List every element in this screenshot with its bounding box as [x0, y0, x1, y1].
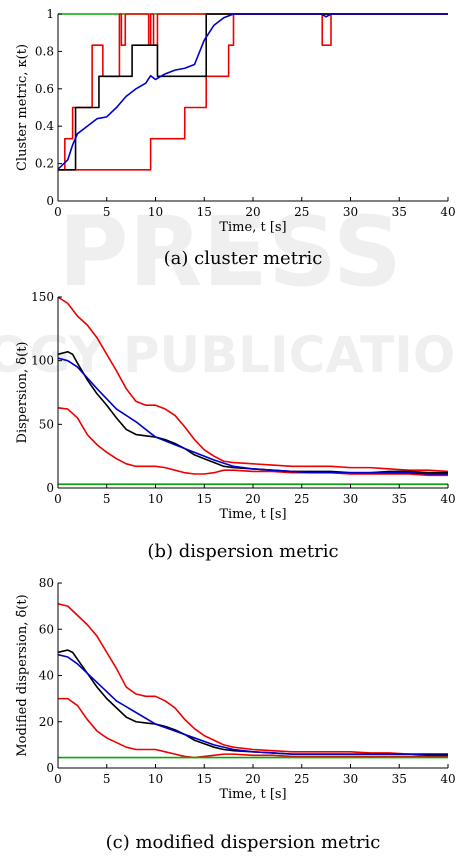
x-tick-label: 0: [54, 205, 62, 219]
x-tick-label: 35: [392, 205, 407, 219]
series-median: [58, 357, 448, 475]
y-tick-label: 0.6: [35, 82, 54, 96]
x-tick-label: 15: [197, 772, 212, 786]
x-tick-label: 15: [197, 205, 212, 219]
x-tick-label: 20: [245, 492, 260, 506]
y-tick-label: 60: [39, 622, 54, 636]
x-tick-label: 5: [103, 492, 111, 506]
series-median: [58, 13, 448, 170]
x-tick-label: 25: [294, 492, 309, 506]
watermark-line-1: PRESS: [58, 196, 402, 308]
y-tick-label: 80: [39, 576, 54, 590]
caption-b: (b) dispersion metric: [147, 541, 338, 562]
series-median: [58, 653, 448, 757]
dispersion-metric-chart: 0 5 10 15 20 25 30 35 40 0 50 100 150 Time, t [s] Disp…: [15, 290, 456, 522]
x-tick-label: 30: [343, 205, 358, 219]
series-group: [58, 296, 448, 485]
caption-c: (c) modified dispersion metric: [106, 832, 381, 853]
series-group: [58, 13, 448, 171]
watermark-line-2: OGY PUBLICATIONS: [0, 326, 457, 384]
x-axis-label: Time, t [s]: [219, 220, 286, 235]
x-tick-label: 40: [440, 205, 455, 219]
cluster-metric-chart: 0 5 10 15 20 25 30 35 40 0 0.2 0.4 0.6 0.8 1 Time, t [s…: [15, 7, 456, 235]
caption-a: (a) cluster metric: [164, 248, 323, 269]
x-tick-label: 0: [54, 492, 62, 506]
x-tick-label: 10: [148, 492, 163, 506]
y-tick-label: 0.2: [35, 157, 54, 171]
x-tick-label: 30: [343, 772, 358, 786]
x-tick-label: 15: [197, 492, 212, 506]
series-mean: [58, 13, 448, 171]
y-tick-label: 50: [39, 417, 54, 431]
y-tick-label: 0: [46, 194, 54, 208]
y-tick-label: 1: [46, 7, 54, 21]
x-axis-label: Time, t [s]: [219, 507, 286, 522]
y-axis-label: Modified dispersion, δ̃(t): [15, 594, 30, 756]
y-tick-label: 0.8: [35, 44, 54, 58]
x-tick-label: 35: [392, 492, 407, 506]
x-tick-label: 5: [103, 205, 111, 219]
y-tick-label: 100: [31, 354, 54, 368]
series-lower-bound: [58, 13, 448, 171]
y-tick-label: 0: [46, 481, 54, 495]
y-axis-label: Dispersion, δ(t): [15, 342, 30, 444]
x-tick-label: 30: [343, 492, 358, 506]
x-tick-label: 0: [54, 772, 62, 786]
series-upper-bound: [58, 296, 448, 473]
x-tick-label: 20: [245, 205, 260, 219]
x-tick-label: 25: [294, 205, 309, 219]
x-tick-label: 10: [148, 205, 163, 219]
y-axis-label: Cluster metric, κ(t): [15, 44, 30, 171]
series-upper-bound: [58, 603, 448, 755]
series-upper-bound: [58, 13, 448, 171]
x-tick-label: 35: [392, 772, 407, 786]
x-tick-label: 20: [245, 772, 260, 786]
y-tick-label: 0: [46, 761, 54, 775]
series-group: [58, 603, 448, 759]
watermark: PRESS OGY PUBLICATIONS: [0, 196, 457, 384]
y-tick-label: 20: [39, 715, 54, 729]
series-lower-bound: [58, 406, 448, 477]
y-tick-label: 40: [39, 669, 54, 683]
x-tick-label: 5: [103, 772, 111, 786]
x-axis-label: Time, t [s]: [219, 787, 286, 802]
x-tick-label: 40: [440, 492, 455, 506]
x-tick-label: 10: [148, 772, 163, 786]
y-tick-label: 0.4: [35, 119, 54, 133]
series-mean: [58, 649, 448, 755]
x-tick-label: 40: [440, 772, 455, 786]
modified-dispersion-metric-chart: 0 5 10 15 20 25 30 35 40 0 20 40 60 80 Time, t [s] Modi…: [15, 576, 456, 802]
x-tick-label: 25: [294, 772, 309, 786]
y-tick-label: 150: [31, 290, 54, 304]
